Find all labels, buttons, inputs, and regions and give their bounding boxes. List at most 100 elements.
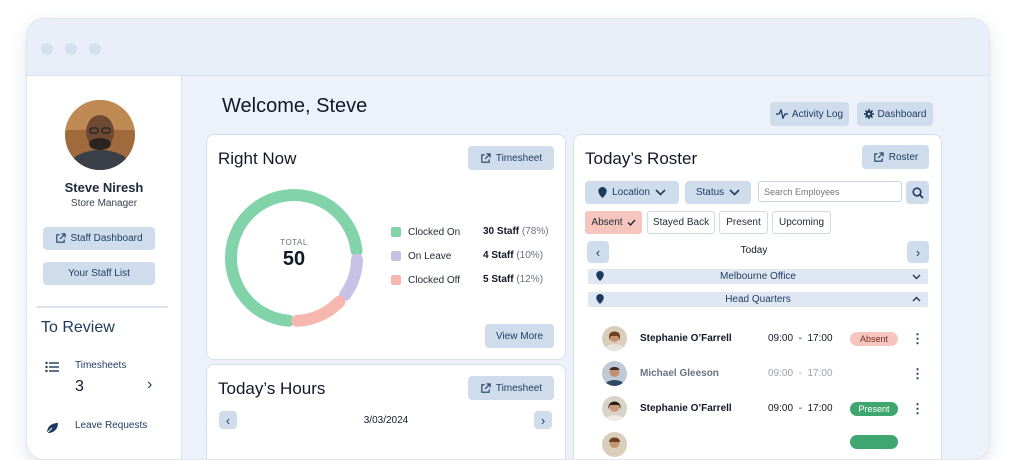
status-badge [850, 435, 898, 449]
view-more-button[interactable]: View More [485, 324, 554, 348]
search-input[interactable] [758, 181, 902, 202]
roster-card: Today’s Roster Roster Location Status Ab… [573, 134, 942, 459]
external-link-icon [56, 233, 67, 243]
app-window: Steve Niresh Store Manager Staff Dashboa… [26, 18, 990, 460]
window-dot-maximize[interactable] [89, 43, 101, 55]
legend-label: Clocked On [408, 226, 461, 238]
chip-label: Absent [591, 217, 623, 228]
chip-absent[interactable]: Absent [585, 211, 642, 234]
chip-upcoming[interactable]: Upcoming [772, 211, 831, 234]
chip-label: Stayed Back [652, 217, 710, 228]
staff-donut-chart [225, 189, 363, 327]
location-pin-icon [598, 187, 607, 198]
staff-dashboard-button[interactable]: Staff Dashboard [43, 227, 155, 250]
donut-slice-clocked-off [291, 295, 346, 327]
location-row-melbourne[interactable]: Melbourne Office [588, 269, 928, 284]
staff-list-label: Your Staff List [68, 268, 130, 279]
legend-staff-count: 30 Staff (78%) [483, 226, 549, 237]
search-icon [911, 186, 924, 199]
check-icon [627, 219, 636, 226]
page-title: Welcome, Steve [222, 95, 368, 117]
activity-log-label: Activity Log [791, 108, 844, 120]
more-options-icon[interactable]: ⋮ [911, 331, 924, 346]
location-filter[interactable]: Location [585, 181, 679, 204]
sidebar-divider [37, 306, 168, 308]
employee-name[interactable]: Stephanie O’Farrell [640, 403, 732, 414]
legend-staff-count: 5 Staff (12%) [483, 274, 544, 285]
roster-day-label: Today [740, 245, 768, 256]
window-titlebar [27, 19, 989, 76]
window-dot-minimize[interactable] [65, 43, 77, 55]
legend-clocked-off: Clocked Off [391, 273, 460, 287]
chip-label: Upcoming [778, 217, 825, 228]
right-now-title: Right Now [218, 149, 297, 168]
chevron-left-icon: ‹ [595, 244, 601, 260]
total-label: TOTAL [280, 238, 308, 247]
activity-log-button[interactable]: Activity Log [770, 102, 849, 126]
legend-swatch [391, 251, 401, 261]
roster-next-button[interactable]: › [907, 241, 929, 263]
review-timesheets-label: Timesheets [75, 360, 127, 371]
activity-icon [775, 109, 788, 119]
dashboard-button[interactable]: Dashboard [857, 102, 933, 126]
legend-swatch [391, 227, 401, 237]
employee-avatar [602, 432, 627, 457]
roster-button[interactable]: Roster [862, 145, 929, 169]
hours-next-button[interactable]: › [534, 411, 552, 429]
chevron-right-icon: › [540, 412, 546, 428]
status-filter-label: Status [695, 187, 725, 198]
chevron-down-icon [912, 274, 921, 280]
staff-list-button[interactable]: Your Staff List [43, 262, 155, 285]
chevron-right-icon: › [915, 244, 921, 260]
legend-swatch [391, 275, 401, 285]
employee-name[interactable]: Stephanie O’Farrell [640, 333, 732, 344]
status-badge: Absent [850, 332, 898, 346]
chevron-down-icon [729, 189, 740, 196]
more-options-icon[interactable]: ⋮ [911, 366, 924, 381]
chip-stayed-back[interactable]: Stayed Back [647, 211, 715, 234]
hours-prev-button[interactable]: ‹ [219, 411, 237, 429]
external-link-icon [874, 151, 884, 162]
hours-timesheet-button[interactable]: Timesheet [468, 376, 554, 400]
roster-title: Today’s Roster [585, 149, 698, 168]
window-dot-close[interactable] [41, 43, 53, 55]
more-options-icon[interactable]: ⋮ [911, 401, 924, 416]
to-review-title: To Review [41, 319, 115, 336]
hours-date: 3/03/2024 [363, 415, 409, 426]
chip-present[interactable]: Present [719, 211, 768, 234]
legend-label: On Leave [408, 250, 452, 262]
external-link-icon [481, 382, 491, 393]
status-filter[interactable]: Status [685, 181, 751, 204]
employee-shift-time: 09:00 - 17:00 [768, 333, 833, 344]
employee-avatar [602, 326, 627, 351]
roster-label: Roster [888, 151, 919, 163]
right-now-card: Right Now Timesheet TOTAL 50 Clocked On … [206, 134, 566, 360]
location-row-head-quarters[interactable]: Head Quarters [588, 292, 928, 307]
right-now-timesheet-button[interactable]: Timesheet [468, 146, 554, 170]
search-button[interactable] [906, 181, 929, 204]
location-name: Melbourne Office [720, 271, 796, 282]
total-value: 50 [282, 248, 306, 270]
chevron-down-icon [655, 189, 666, 196]
review-timesheets-count: 3 [75, 378, 84, 395]
leaf-icon [43, 419, 61, 437]
employee-avatar [602, 361, 627, 386]
location-pin-icon [596, 294, 604, 304]
roster-prev-button[interactable]: ‹ [587, 241, 609, 263]
legend-label: Clocked Off [408, 274, 461, 286]
chevron-left-icon: ‹ [225, 412, 231, 428]
gear-icon [863, 109, 874, 119]
donut-slice-on-leave [339, 253, 363, 301]
employee-name[interactable]: Michael Gleeson [640, 368, 719, 379]
todays-hours-card: Today’s Hours Timesheet ‹ 3/03/2024 › [206, 364, 566, 459]
user-name: Steve Niresh [64, 180, 144, 195]
sidebar: Steve Niresh Store Manager Staff Dashboa… [27, 76, 182, 459]
review-leave-label: Leave Requests [75, 420, 148, 431]
user-role: Store Manager [70, 198, 138, 209]
chevron-right-icon[interactable]: › [147, 376, 153, 393]
employee-shift-time: 09:00 - 17:00 [768, 368, 833, 379]
todays-hours-title: Today’s Hours [218, 379, 326, 398]
location-name: Head Quarters [725, 294, 791, 305]
dashboard-label: Dashboard [877, 108, 927, 120]
donut-slice-clocked-on [225, 189, 363, 327]
